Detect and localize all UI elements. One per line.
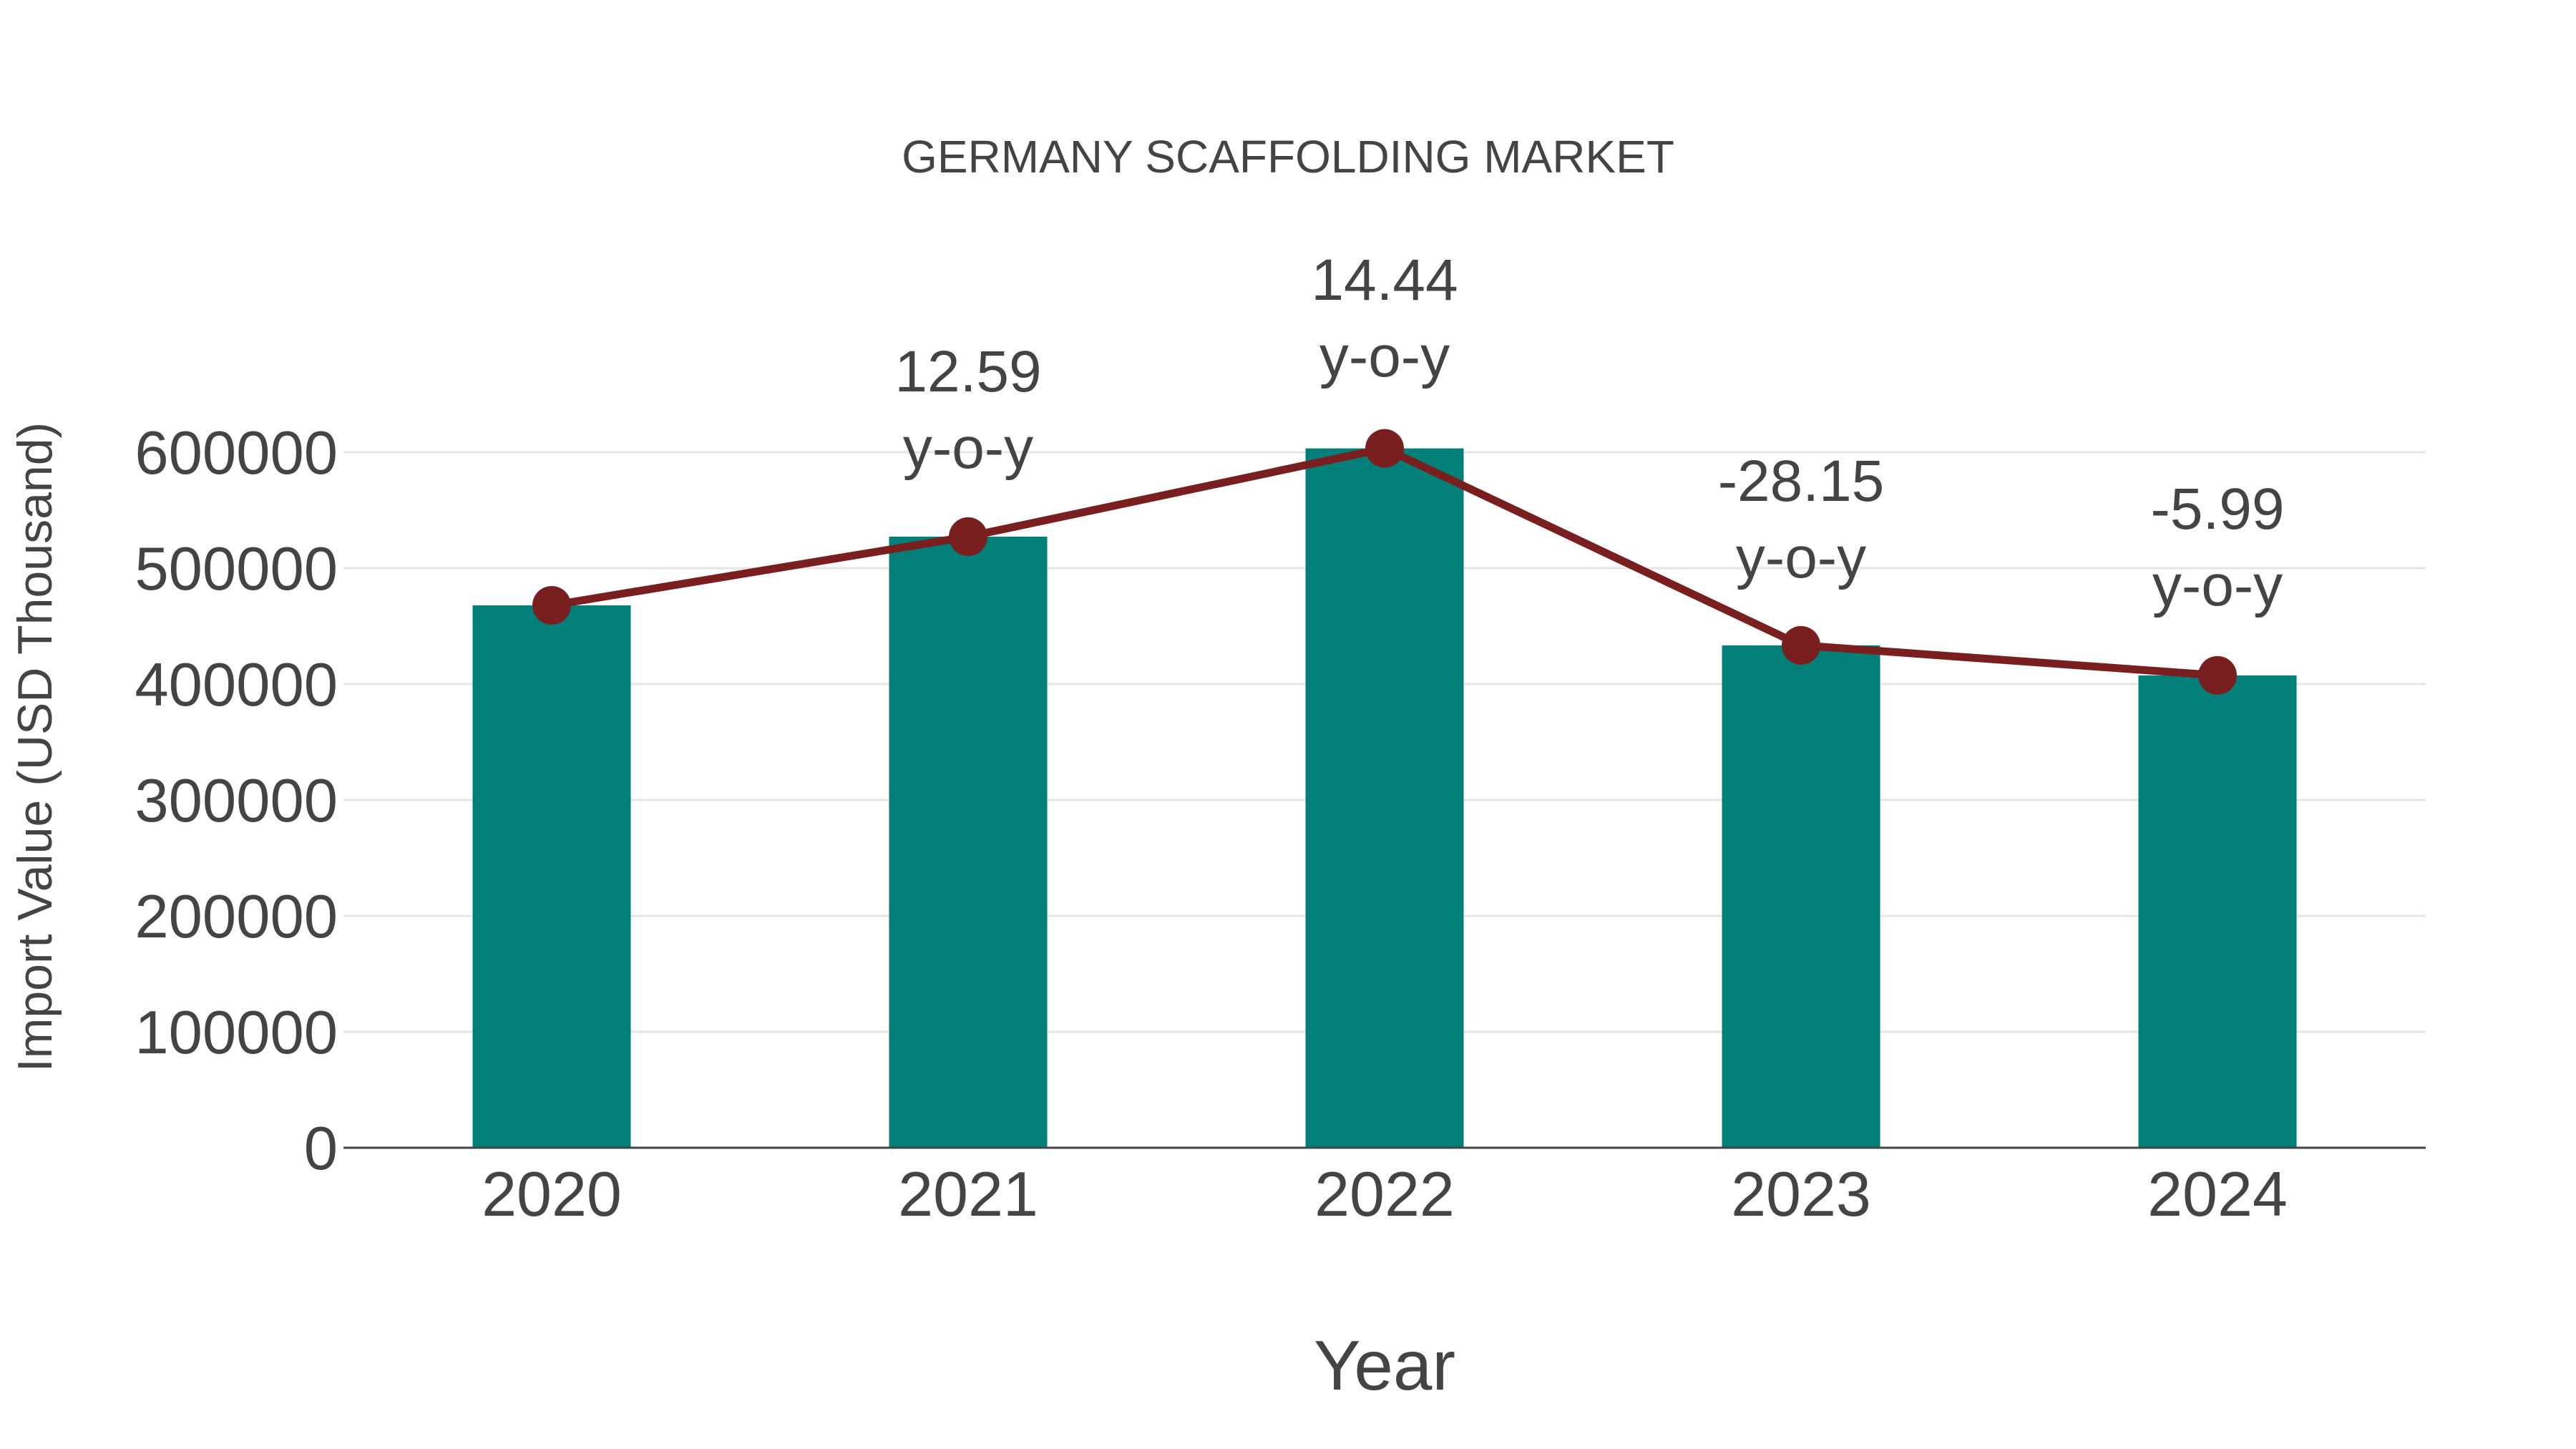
marker-2023	[1782, 625, 1820, 665]
marker-2021	[949, 517, 987, 556]
trend-line	[532, 429, 2237, 695]
yoy-annotations: 12.59 y-o-y 14.44 y-o-y -28.15 y-o-y -5.99 y-o-…	[894, 248, 2284, 618]
yoy-value: -5.99	[2151, 477, 2285, 542]
y-tick-label: 300000	[135, 767, 338, 835]
marker-2024	[2198, 655, 2237, 695]
x-tick-label: 2021	[898, 1158, 1038, 1229]
bar-2024	[2138, 675, 2297, 1148]
y-tick-label: 200000	[135, 883, 338, 951]
y-axis-ticks: 0 100000 200000 300000 400000 500000 600000	[135, 419, 338, 1183]
bars	[472, 448, 2297, 1148]
yoy-suffix: y-o-y	[903, 416, 1033, 481]
y-tick-label: 100000	[135, 999, 338, 1067]
y-tick-label: 500000	[135, 535, 338, 603]
x-tick-label: 2024	[2147, 1158, 2288, 1229]
x-tick-label: 2023	[1731, 1158, 1871, 1229]
x-tick-label: 2020	[482, 1158, 622, 1229]
bar-2021	[889, 536, 1048, 1148]
x-axis-title: Year	[1314, 1326, 1455, 1405]
yoy-value: 14.44	[1311, 248, 1458, 313]
x-tick-label: 2022	[1314, 1158, 1455, 1229]
yoy-suffix: y-o-y	[2152, 553, 2283, 618]
chart-title: GERMANY SCAFFOLDING MARKET	[902, 131, 1674, 182]
y-tick-label: 400000	[135, 651, 338, 719]
yoy-suffix: y-o-y	[1736, 525, 1866, 590]
y-axis-title: Import Value (USD Thousand)	[8, 422, 62, 1072]
yoy-value: 12.59	[894, 339, 1041, 404]
y-tick-label: 600000	[135, 419, 338, 487]
x-axis-ticks: 2020 2021 2022 2023 2024	[482, 1158, 2288, 1229]
bar-2020	[472, 605, 631, 1148]
bar-2023	[1722, 645, 1880, 1148]
y-tick-label: 0	[304, 1115, 338, 1183]
marker-2022	[1365, 429, 1404, 468]
yoy-value: -28.15	[1718, 449, 1885, 514]
yoy-suffix: y-o-y	[1319, 324, 1450, 389]
marker-2020	[532, 586, 571, 625]
bar-2022	[1305, 448, 1464, 1148]
